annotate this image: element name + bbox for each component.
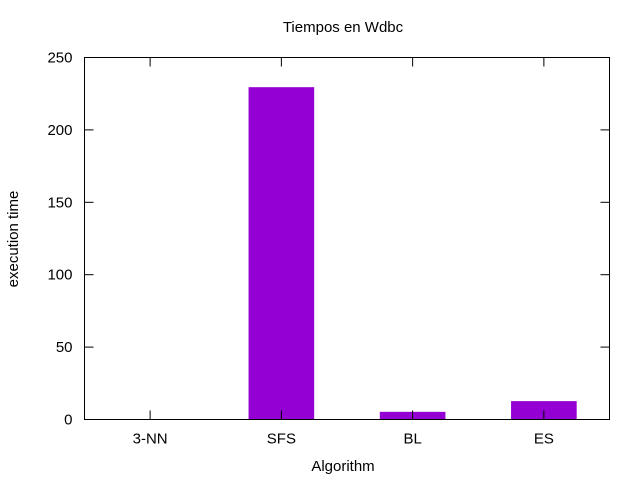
y-tick-label: 0: [64, 412, 72, 429]
bar-sfs: [248, 87, 315, 420]
y-tick-label: 200: [47, 122, 72, 139]
y-tick-label: 250: [47, 50, 72, 67]
y-tick-label: 100: [47, 267, 72, 284]
x-axis-label: Algorithm: [311, 458, 374, 475]
x-tick-label: SFS: [267, 431, 296, 448]
y-tick-label: 150: [47, 194, 72, 211]
y-tick-label: 50: [56, 339, 73, 356]
chart-title: Tiempos en Wdbc: [283, 19, 404, 36]
x-tick-label: BL: [403, 431, 421, 448]
bar-es: [511, 401, 577, 420]
plot-frame: [84, 57, 610, 420]
x-tick-label: 3-NN: [133, 431, 168, 448]
y-axis-label: execution time: [5, 191, 22, 288]
x-tick-label: ES: [534, 431, 554, 448]
